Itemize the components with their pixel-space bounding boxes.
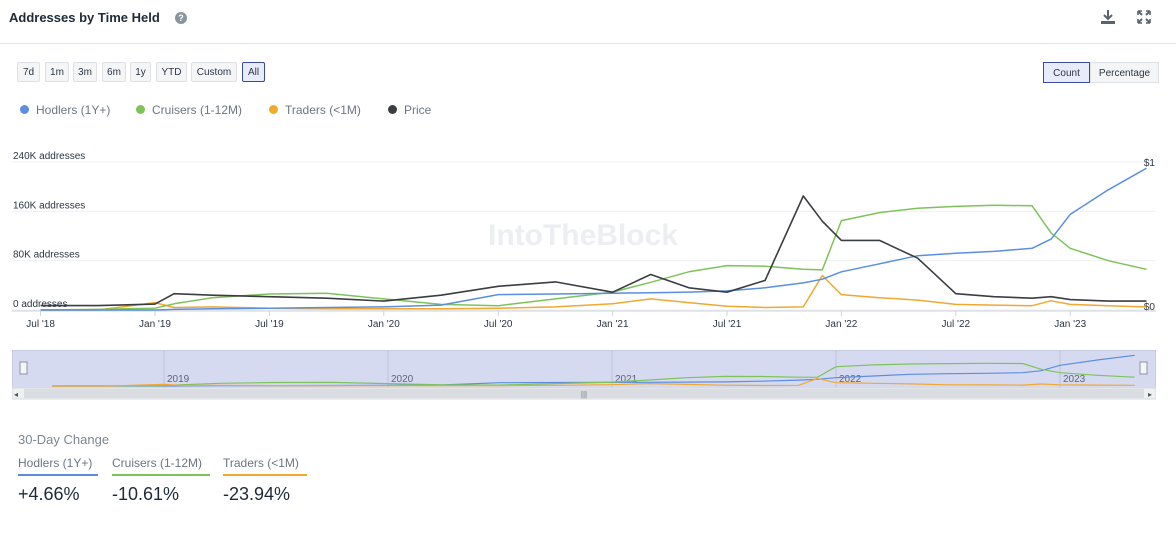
change-label: Traders (<1M) [223,456,299,470]
change-underline [223,474,307,476]
range-custom-button[interactable]: Custom [191,62,237,82]
right-axis-label: $0 [1144,302,1156,313]
watermark-text: IntoTheBlock [488,219,678,252]
navigator-series-line [51,362,1135,387]
percentage-mode-button[interactable]: Percentage [1090,62,1159,83]
expand-icon[interactable] [1135,9,1153,27]
change-value: -23.94% [223,484,291,504]
navigator-left-handle[interactable] [19,361,28,375]
range-7d-button[interactable]: 7d [17,62,40,82]
range-3m-button[interactable]: 3m [73,62,97,82]
scroll-left-arrow-icon[interactable]: ◂ [14,390,18,399]
change-traders: Traders (<1M) -23.94% [223,456,307,505]
change-underline [18,474,98,476]
x-tick-label: Jul '22 [942,319,971,330]
legend-label: Traders (<1M) [285,103,361,117]
change-hodlers: Hodlers (1Y+) +4.66% [18,456,98,505]
x-tick-label: Jul '19 [255,319,284,330]
x-tick-label: Jan '22 [825,319,857,330]
count-mode-button[interactable]: Count [1043,62,1090,83]
range-1m-button[interactable]: 1m [45,62,69,82]
chart-title: Addresses by Time Held [9,10,160,25]
scroll-right-arrow-icon[interactable]: ▸ [1148,390,1152,399]
y-tick-label: 80K addresses [13,250,80,261]
chart-header: Addresses by Time Held ? [0,0,1176,44]
series-line-traders [40,274,1147,311]
legend-item-cruisers[interactable]: Cruisers (1-12M) [136,103,242,119]
legend-label: Price [404,103,432,117]
y-tick-label: 160K addresses [13,200,85,211]
range-all-button[interactable]: All [242,62,265,82]
change-cruisers: Cruisers (1-12M) -10.61% [112,456,210,505]
legend-dot [388,105,397,115]
x-tick-label: Jan '21 [597,319,629,330]
main-chart[interactable]: IntoTheBlock 0 addresses 80K addresses 160K… [0,140,1176,340]
change-underline [112,474,210,476]
chart-navigator[interactable]: 2019 2020 2021 2022 2023 ◂ ▸ ||| [12,350,1156,400]
x-tick-label: Jan '20 [368,319,400,330]
navigator-year-label: 2021 [615,374,638,385]
legend-dot [20,105,29,115]
legend-dot [269,105,278,115]
change-value: +4.66% [18,484,80,504]
y-tick-label: 0 addresses [13,299,67,310]
x-tick-label: Jul '21 [713,319,742,330]
navigator-year-label: 2022 [839,374,862,385]
download-icon[interactable] [1099,9,1117,27]
navigator-window [12,350,1156,389]
x-tick-label: Jan '19 [139,319,171,330]
legend-label: Cruisers (1-12M) [152,103,243,117]
legend-item-hodlers[interactable]: Hodlers (1Y+) [20,103,110,119]
legend-item-price[interactable]: Price [388,103,431,119]
right-axis-label: $1 [1144,158,1156,169]
range-6m-button[interactable]: 6m [102,62,126,82]
y-tick-label: 240K addresses [13,151,85,162]
navigator-scroll-thumb[interactable] [24,389,1144,398]
navigator-right-handle[interactable] [1139,361,1148,375]
change-value: -10.61% [112,484,180,504]
range-ytd-button[interactable]: YTD [156,62,187,82]
legend-label: Hodlers (1Y+) [36,103,111,117]
change-label: Hodlers (1Y+) [18,456,93,470]
navigator-year-label: 2019 [167,374,190,385]
range-1y-button[interactable]: 1y [130,62,151,82]
change-label: Cruisers (1-12M) [112,456,203,470]
x-tick-label: Jan '23 [1054,319,1086,330]
x-tick-label: Jul '18 [26,319,55,330]
question-circle-icon[interactable]: ? [175,12,187,24]
legend-item-traders[interactable]: Traders (<1M) [269,103,361,119]
navigator-year-label: 2023 [1063,374,1086,385]
navigator-year-label: 2020 [391,374,414,385]
legend-dot [136,105,145,115]
navigator-series-line [52,377,1135,387]
series-line-price [40,195,1147,307]
scroll-grip-icon[interactable]: ||| [581,390,587,399]
change-section-title: 30-Day Change [18,432,110,447]
series-line-hodlers [40,167,1147,311]
x-tick-label: Jul '20 [484,319,513,330]
